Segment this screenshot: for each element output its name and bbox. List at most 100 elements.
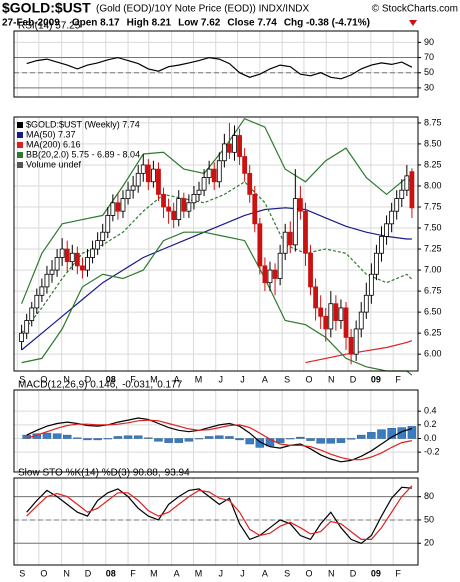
x-tick-label: F (395, 568, 401, 578)
candle-body (176, 198, 182, 221)
copyright: © StockCharts.com (372, 4, 458, 15)
candle-body (206, 168, 212, 178)
panel-frame (13, 116, 419, 372)
histogram-bar (52, 433, 62, 439)
x-tick-label: O (305, 568, 312, 578)
x-tick-label: N (328, 568, 335, 578)
histogram-bar (154, 438, 163, 442)
y-tick-label: 90 (424, 37, 434, 47)
histogram-bar (133, 435, 143, 439)
legend-entry: 93.94 (165, 468, 190, 479)
candle-body (333, 303, 339, 321)
x-tick-label: M (150, 374, 158, 384)
candle-body (308, 252, 313, 288)
histogram-bar (377, 429, 386, 439)
quote-item: High 8.21 (127, 18, 172, 29)
y-tick-label: 50 (424, 514, 434, 524)
x-tick-label: N (63, 374, 70, 384)
x-tick-label: D (85, 374, 92, 384)
series-line (26, 56, 413, 80)
y-tick-label: 7.75 (424, 201, 442, 211)
panel-frame (13, 477, 419, 566)
series-line (26, 419, 413, 461)
candle-body (34, 294, 40, 309)
legend-swatch (17, 142, 23, 148)
candle-body (232, 135, 237, 153)
histogram-bar (275, 438, 285, 443)
histogram-bar (296, 436, 305, 439)
candle-body (130, 185, 136, 191)
candle-body (368, 273, 374, 296)
legend-entry: MA(200) 6.16 (26, 139, 81, 149)
histogram-bar (113, 436, 123, 439)
histogram-bar (194, 438, 204, 440)
candle-body (328, 303, 334, 330)
y-tick-label: 8.00 (424, 180, 442, 190)
histogram-bar (174, 438, 183, 443)
y-tick-label: 30 (424, 82, 434, 92)
histogram-bar (245, 438, 254, 445)
histogram-bar (336, 438, 346, 443)
candle-body (196, 189, 202, 195)
candle-body (374, 252, 379, 275)
candle-body (95, 240, 101, 250)
candle-body (90, 248, 95, 258)
y-tick-label: 80 (424, 491, 434, 501)
x-tick-label: F (130, 374, 136, 384)
quote-item: 27-Feb-2009 (2, 18, 60, 29)
histogram-bar (346, 438, 356, 440)
legend-entry: $GOLD:$UST (Weekly) 7.74 (26, 119, 140, 129)
candle-body (156, 168, 161, 195)
candle-body (115, 202, 121, 212)
x-tick-label: M (195, 374, 203, 384)
x-tick-label: F (130, 568, 136, 578)
candle-body (363, 294, 369, 313)
candle-body (120, 198, 126, 212)
histogram-bar (225, 436, 234, 439)
x-tick-label: D (350, 568, 357, 578)
x-tick-label: S (284, 374, 290, 384)
candle-body (287, 231, 293, 246)
histogram-bar (144, 437, 153, 439)
candle-body (389, 210, 395, 225)
quote-item: Chg -0.38 (-4.71%) (284, 18, 370, 29)
histogram-bar (62, 434, 72, 439)
candle-body (318, 307, 324, 317)
candle-body (171, 210, 177, 221)
legend-entry: Volume undef (26, 159, 82, 169)
legend-entry: MA(50) 7.37 (26, 129, 76, 139)
legend-swatch (17, 122, 23, 128)
y-tick-label: 50 (424, 67, 434, 77)
candle-body (237, 135, 242, 157)
candle-body (323, 315, 329, 330)
histogram-bar (164, 438, 173, 443)
legend-entry: 0.177 (157, 380, 182, 391)
x-tick-label: O (40, 568, 47, 578)
candle-body (394, 198, 400, 212)
histogram-bar (255, 438, 265, 448)
quote-item: Open 8.17 (72, 18, 120, 29)
legend-swatch (17, 132, 23, 138)
candle-body (257, 223, 263, 267)
y-tick-label: 8.50 (424, 138, 442, 148)
y-tick-label: 7.25 (424, 243, 442, 253)
y-tick-label: 8.25 (424, 159, 442, 169)
candle-body (24, 320, 30, 334)
candle-body (85, 257, 90, 271)
histogram-bar (83, 438, 92, 441)
x-tick-label: 08 (106, 568, 116, 578)
x-tick-label: O (305, 374, 312, 384)
candle-body (292, 198, 298, 246)
candle-body (282, 231, 288, 254)
candle-body (100, 231, 106, 242)
histogram-bar (103, 438, 113, 440)
candle-body (353, 328, 359, 355)
description: (Gold (EOD)/10Y Note Price (EOD)) INDX/I… (96, 4, 310, 15)
x-tick-label: A (174, 568, 180, 578)
x-tick-label: J (240, 374, 245, 384)
panel-frame (13, 389, 419, 473)
x-tick-label: S (19, 374, 25, 384)
candle-body (221, 143, 227, 162)
candle-body (69, 252, 75, 263)
candle-body (348, 336, 354, 355)
